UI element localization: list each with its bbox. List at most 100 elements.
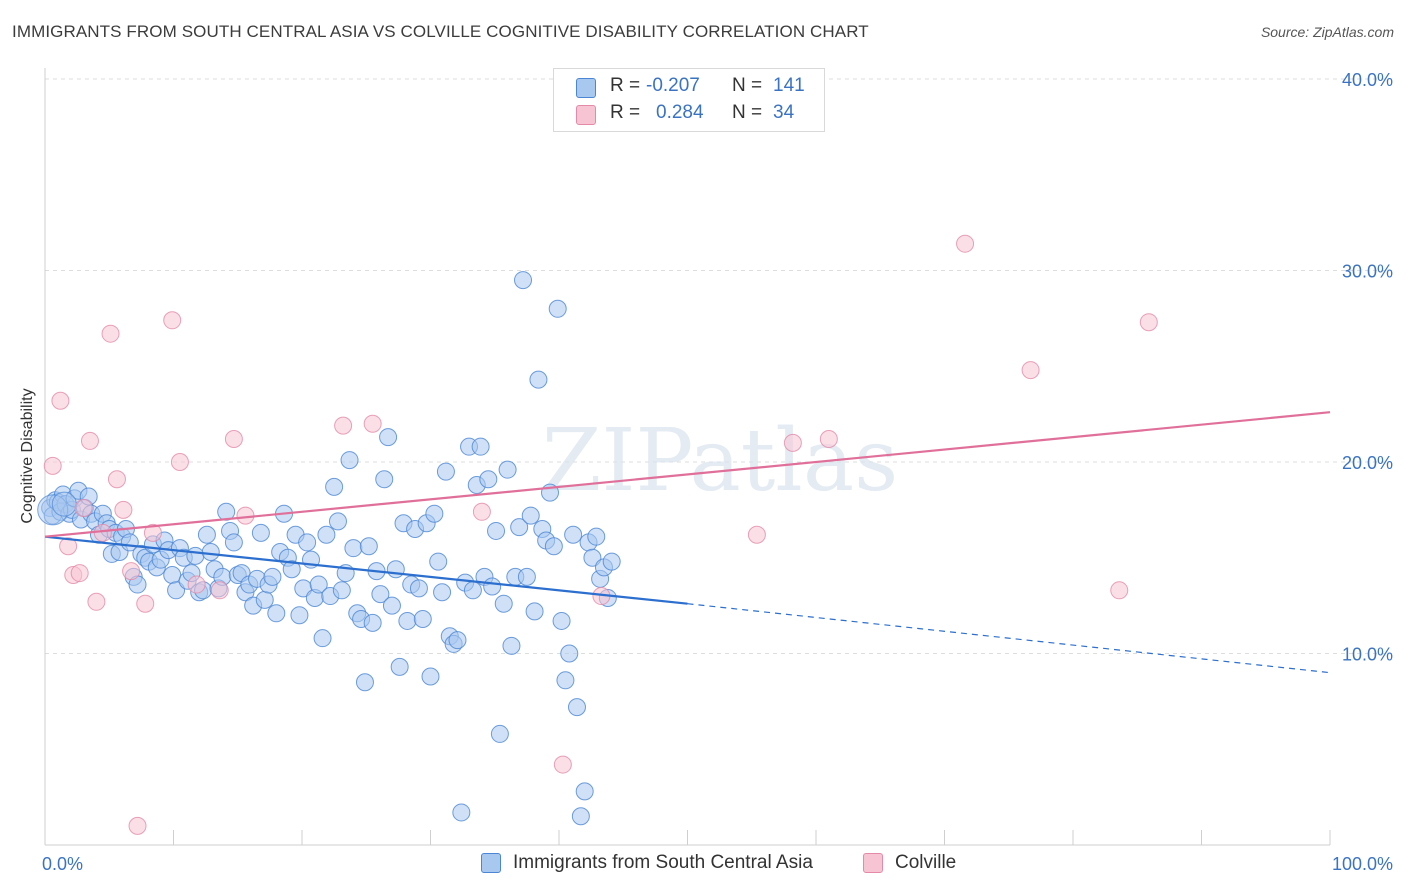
pink-point	[553, 755, 572, 774]
legend-r-label: R =	[610, 102, 641, 123]
trend-lines	[44, 411, 1331, 674]
pink-point	[136, 594, 155, 613]
blue-point	[317, 525, 336, 544]
series-blue-points	[37, 271, 621, 826]
legend-r-value: -0.207	[646, 75, 700, 96]
legend-swatch-pink	[863, 853, 883, 873]
x-tick-label: 100.0%	[1332, 854, 1393, 874]
blue-point	[332, 581, 351, 600]
blue-point	[421, 667, 440, 686]
legend-n-label: N =	[732, 102, 763, 123]
blue-point	[359, 537, 378, 556]
legend-n-value: 141	[773, 75, 805, 96]
pink-point	[93, 523, 112, 542]
y-tick-label: 30.0%	[1342, 262, 1393, 282]
pink-point	[114, 500, 133, 519]
blue-point	[479, 470, 498, 489]
legend-swatch-pink	[576, 105, 596, 125]
pink-point	[80, 431, 99, 450]
trend-line-blue	[44, 535, 688, 605]
blue-point	[575, 782, 594, 801]
blue-point	[328, 512, 347, 531]
blue-point	[564, 525, 583, 544]
blue-point	[498, 460, 517, 479]
pink-point	[143, 523, 162, 542]
axes	[44, 68, 1331, 846]
blue-point	[390, 657, 409, 676]
pink-point	[163, 311, 182, 330]
blue-point	[490, 724, 509, 743]
blue-point	[552, 611, 571, 630]
x-tick-label: 0.0%	[42, 854, 83, 874]
pink-point	[472, 502, 491, 521]
trend-line-pink	[44, 411, 1331, 538]
blue-point	[413, 610, 432, 629]
blue-point	[197, 525, 216, 544]
pink-point	[956, 234, 975, 253]
legend-label-series1: Immigrants from South Central Asia	[513, 852, 813, 873]
blue-point	[379, 428, 398, 447]
chart-title: IMMIGRANTS FROM SOUTH CENTRAL ASIA VS CO…	[12, 22, 869, 41]
blue-point	[186, 546, 205, 565]
pink-point	[819, 430, 838, 449]
blue-point	[529, 370, 548, 389]
blue-point	[487, 521, 506, 540]
legend-r-label: R =	[610, 75, 641, 96]
blue-point	[313, 629, 332, 648]
blue-point	[448, 631, 467, 650]
legend-n-value: 34	[773, 102, 795, 123]
blue-point	[355, 673, 374, 692]
pink-point	[1110, 581, 1129, 600]
pink-point	[783, 433, 802, 452]
blue-point	[587, 527, 606, 546]
tick-labels: 10.0% 20.0% 30.0% 40.0% 0.0% 100.0%	[42, 70, 1393, 874]
blue-point	[525, 602, 544, 621]
legend-swatch-blue	[481, 853, 501, 873]
pink-point	[747, 525, 766, 544]
pink-point	[101, 324, 120, 343]
blue-point	[452, 803, 471, 822]
pink-point	[1139, 313, 1158, 332]
y-tick-label: 10.0%	[1342, 645, 1393, 665]
pink-point	[187, 575, 206, 594]
blue-point	[514, 271, 533, 290]
blue-point	[556, 671, 575, 690]
blue-point	[409, 579, 428, 598]
legend-label-series2: Colville	[895, 852, 957, 873]
blue-point	[560, 644, 579, 663]
blue-point	[325, 477, 344, 496]
blue-point	[267, 604, 286, 623]
pink-point	[43, 456, 62, 475]
blue-point	[224, 533, 243, 552]
pink-point	[170, 453, 189, 471]
pink-point	[363, 414, 382, 433]
blue-point	[567, 698, 586, 717]
pink-point	[51, 391, 70, 410]
blue-point	[251, 523, 270, 542]
pink-point	[128, 816, 147, 835]
watermark: ZIPatlas	[542, 411, 898, 511]
grid-lines	[45, 78, 1392, 654]
blue-point	[375, 470, 394, 489]
correlation-legend: R = -0.207 N = 141 R = 0.284 N = 34	[553, 68, 825, 132]
chart-source: Source: ZipAtlas.com	[1260, 24, 1394, 40]
blue-point	[398, 611, 417, 630]
blue-point	[386, 560, 405, 579]
pink-point	[87, 592, 106, 611]
blue-point	[290, 606, 309, 625]
pink-point	[224, 430, 243, 449]
blue-point	[510, 518, 529, 537]
blue-point	[494, 594, 513, 613]
blue-point	[255, 590, 274, 609]
legend-r-value: 0.284	[656, 102, 704, 123]
series-pink-points	[43, 234, 1158, 835]
blue-point	[263, 567, 282, 586]
blue-point	[163, 565, 182, 584]
pink-point	[74, 498, 93, 517]
pink-point	[59, 537, 78, 556]
blue-point	[282, 560, 301, 579]
blue-point	[517, 567, 536, 586]
pink-point	[122, 562, 141, 581]
blue-point	[483, 577, 502, 596]
